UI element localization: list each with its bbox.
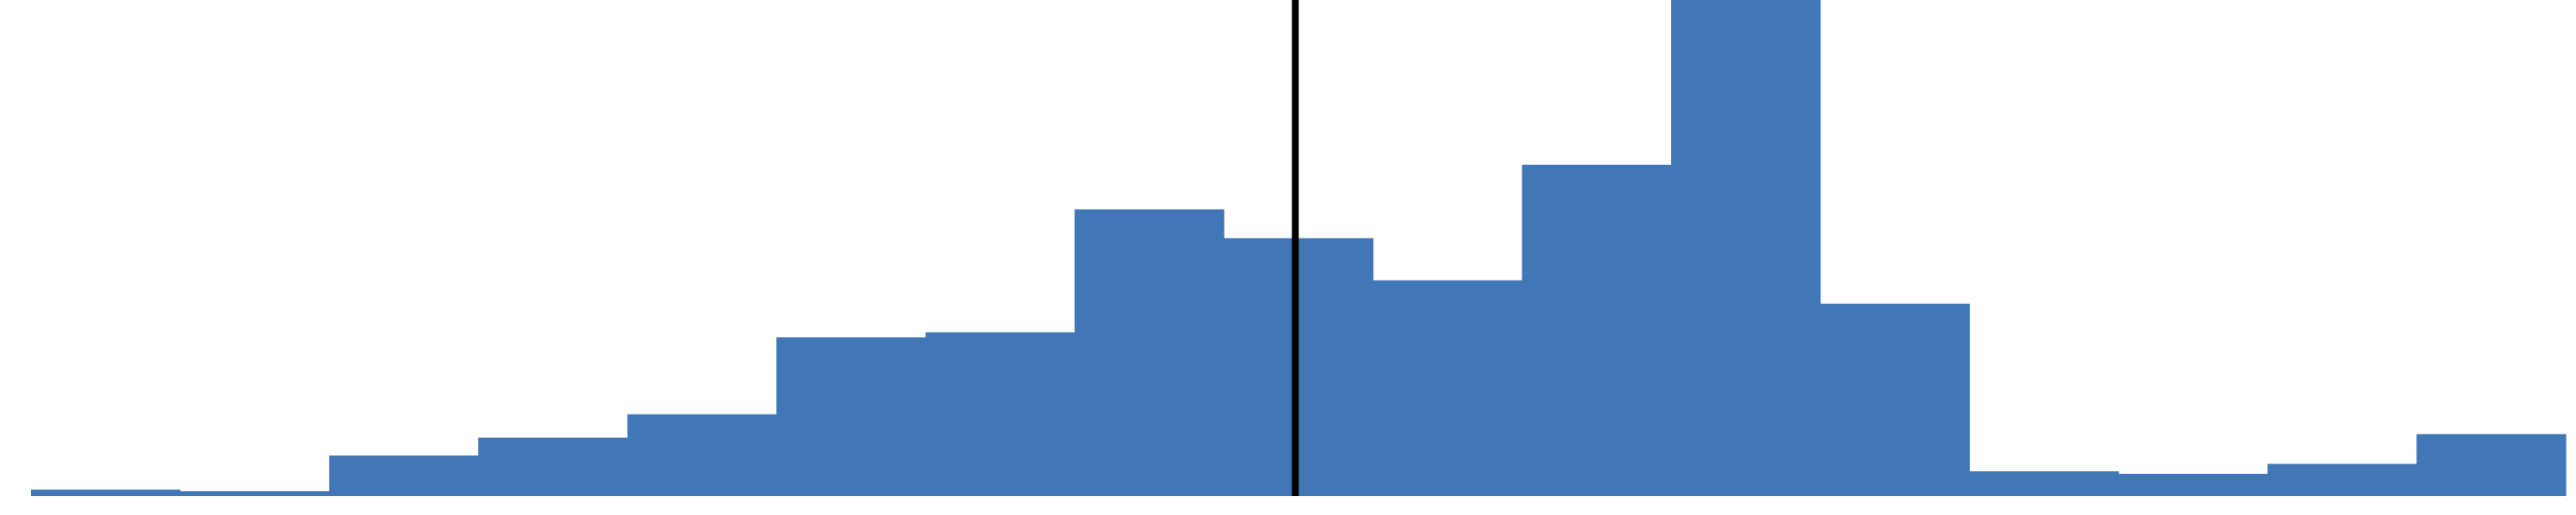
- histogram-bar-7: [925, 332, 1076, 496]
- histogram-bar-16: [2267, 464, 2417, 496]
- histogram-bars: [31, 0, 2567, 497]
- histogram-bar-4: [477, 437, 629, 496]
- histogram-bar-17: [2416, 433, 2567, 496]
- histogram-bar-10: [1372, 280, 1523, 496]
- histogram-bar-3: [329, 455, 479, 496]
- histogram-bar-1: [31, 489, 181, 496]
- histogram-bar-2: [179, 491, 330, 496]
- histogram-bar-12: [1671, 0, 1821, 496]
- histogram-bar-8: [1074, 209, 1224, 497]
- histogram-bar-13: [1820, 303, 1971, 496]
- histogram-bar-14: [1969, 471, 2119, 496]
- histogram-bar-5: [627, 414, 777, 496]
- histogram-bar-11: [1522, 164, 1672, 496]
- histogram-bar-6: [776, 337, 927, 496]
- histogram-bar-15: [2118, 473, 2269, 496]
